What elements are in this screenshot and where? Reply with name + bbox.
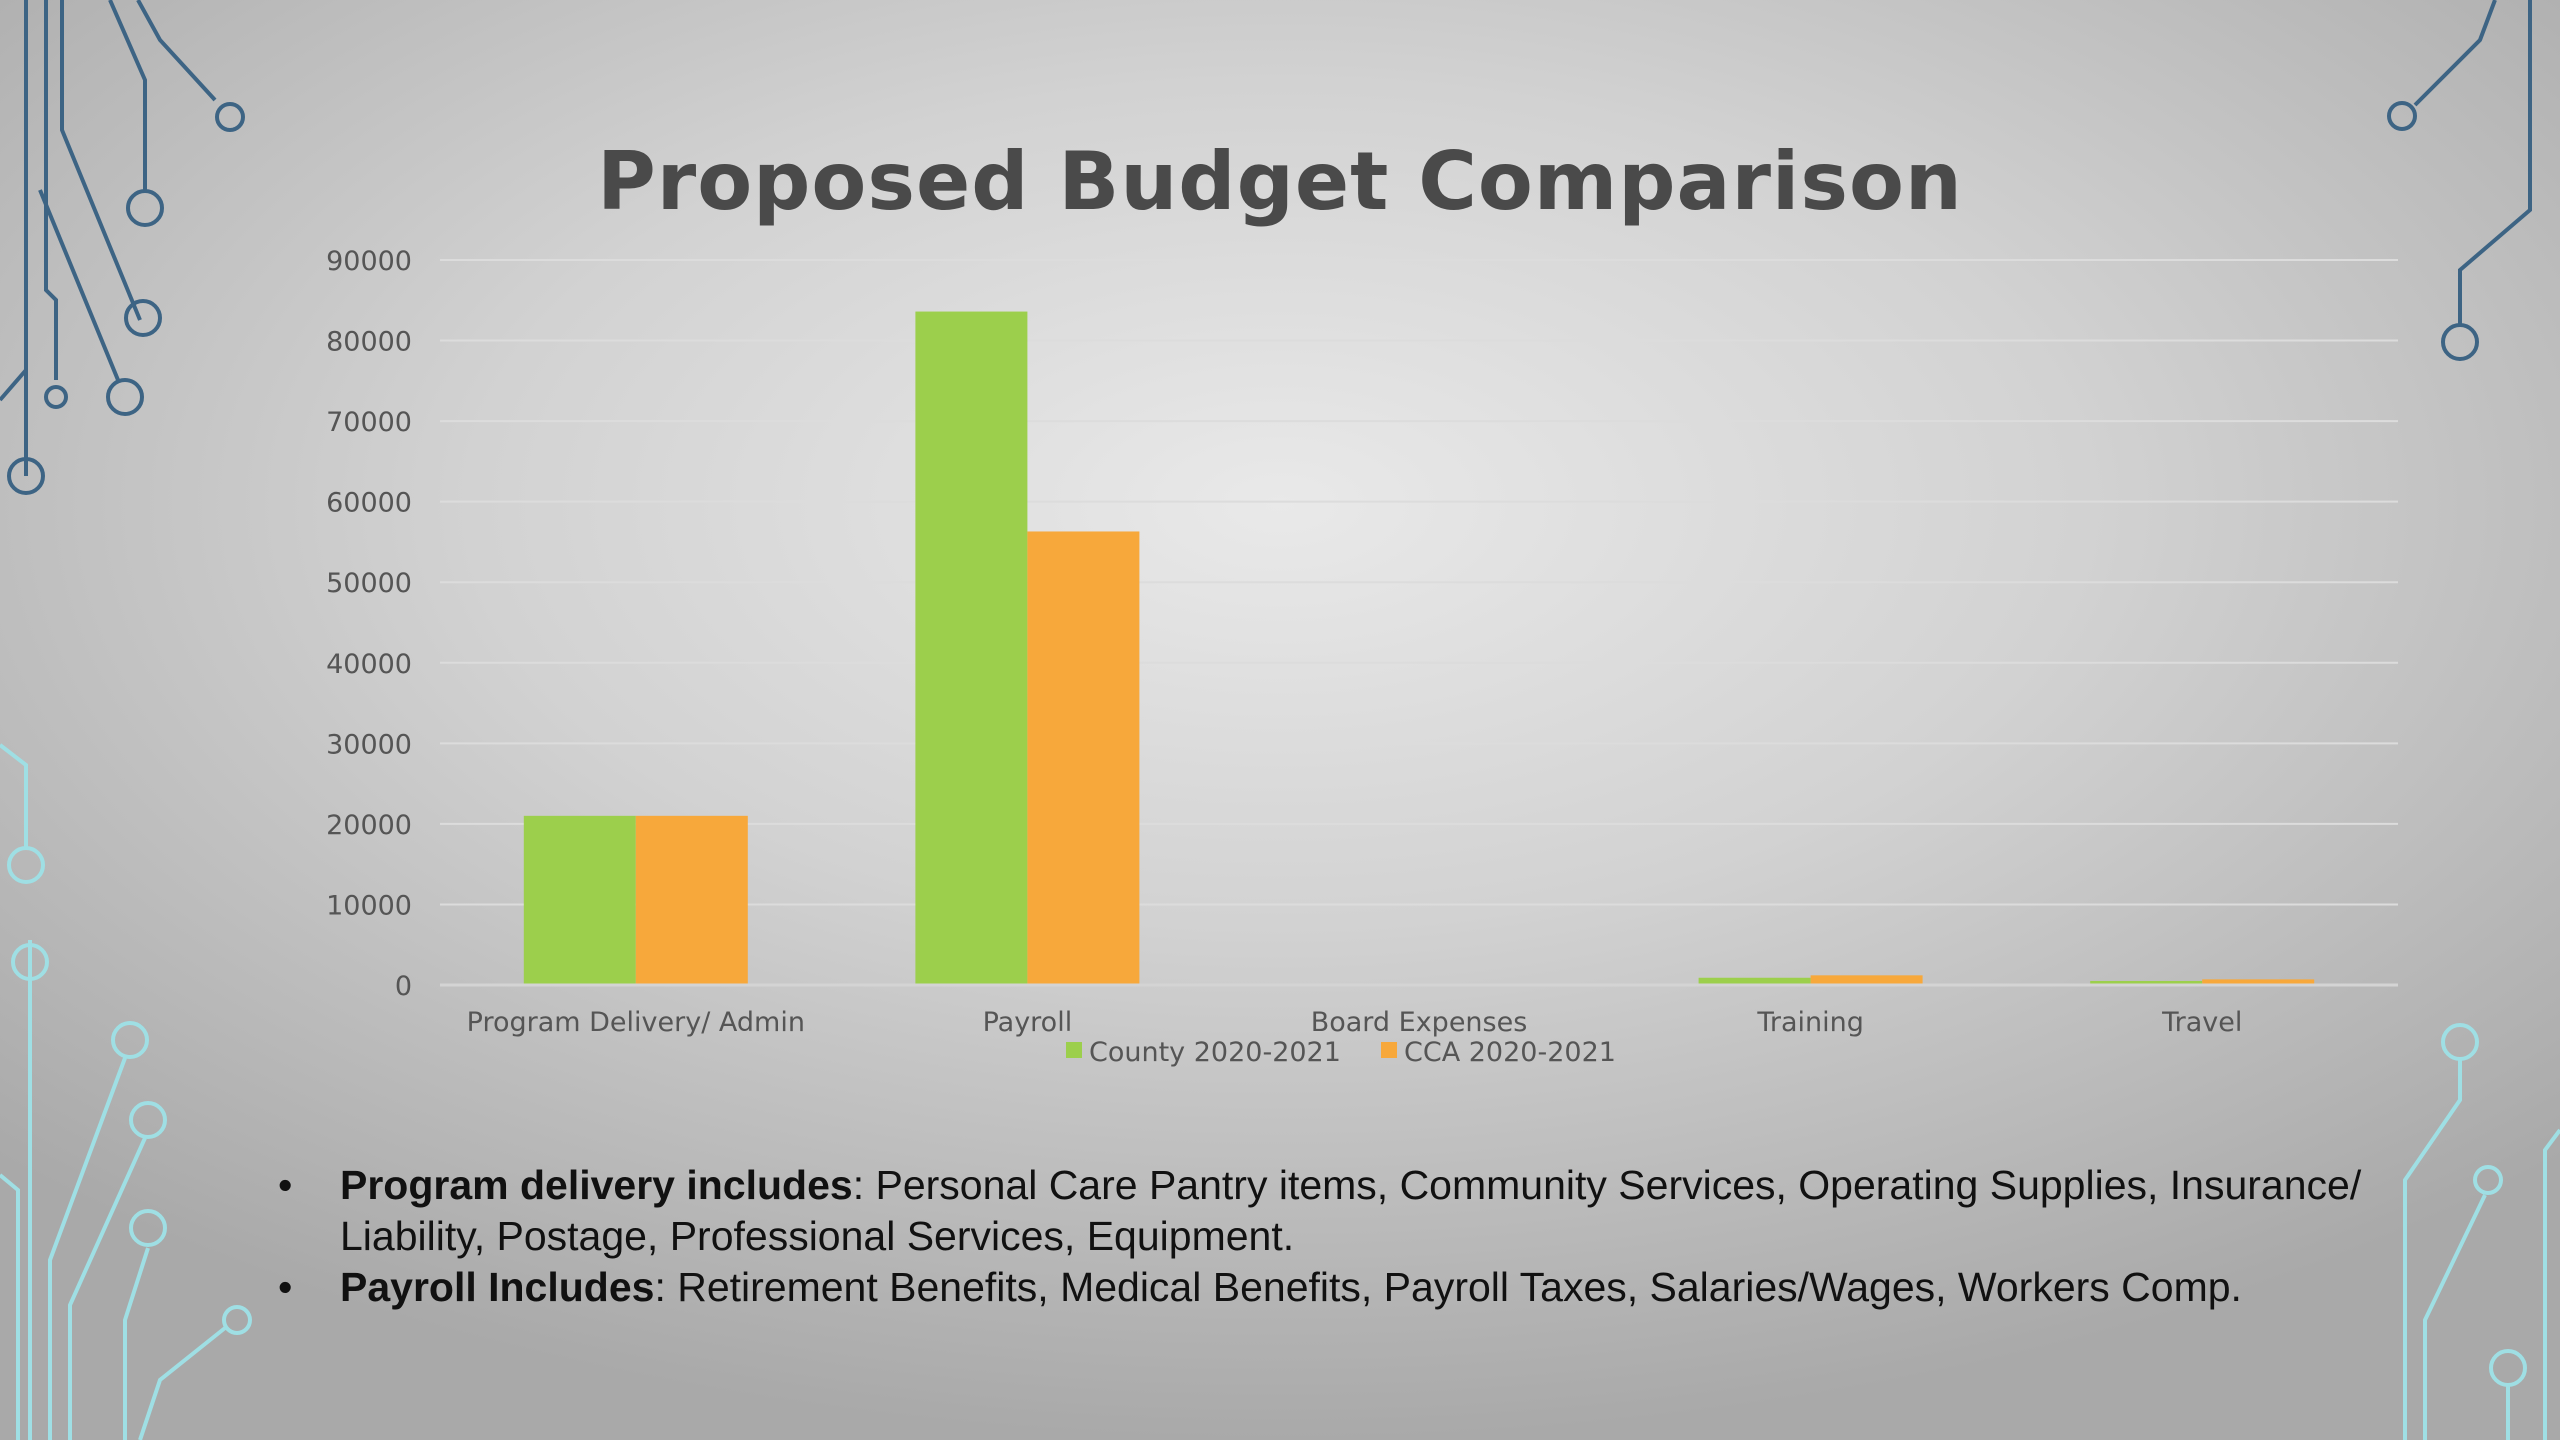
- bar-series-0-cat-0: [523, 815, 636, 985]
- y-tick-label: 90000: [326, 246, 412, 277]
- y-tick-label: 80000: [326, 327, 412, 358]
- note-text: : Retirement Benefits, Medical Benefits,…: [654, 1264, 2242, 1310]
- y-tick-label: 20000: [326, 810, 412, 841]
- legend-entry: County 2020-2021: [1089, 1037, 1341, 1068]
- legend-swatch: [1066, 1042, 1082, 1058]
- y-tick-label: 50000: [326, 568, 412, 599]
- bar-series-0-cat-4: [2090, 980, 2203, 985]
- y-tick-label: 40000: [326, 649, 412, 680]
- note-heading: Program delivery includes: [340, 1162, 853, 1208]
- x-tick-label: Travel: [2161, 1007, 2242, 1038]
- x-tick-label: Program Delivery/ Admin: [467, 1007, 805, 1038]
- x-tick-label: Training: [1756, 1007, 1864, 1038]
- x-tick-label: Board Expenses: [1311, 1007, 1528, 1038]
- note-payroll: • Payroll Includes: Retirement Benefits,…: [272, 1262, 2452, 1313]
- note-text: : Personal Care Pantry items, Community …: [340, 1162, 2362, 1259]
- bar-series-0-cat-3: [1698, 977, 1811, 985]
- y-tick-label: 60000: [326, 488, 412, 519]
- note-heading: Payroll Includes: [340, 1264, 655, 1310]
- chart-title: Proposed Budget Comparison: [597, 135, 1963, 228]
- bars: [523, 311, 2315, 985]
- bar-series-1-cat-1: [1027, 531, 1140, 985]
- legend-entry: CCA 2020-2021: [1404, 1037, 1616, 1068]
- notes-list: • Program delivery includes: Personal Ca…: [272, 1160, 2452, 1313]
- legend-swatch: [1381, 1042, 1397, 1058]
- bar-series-1-cat-0: [635, 815, 748, 985]
- legend: County 2020-2021 CCA 2020-2021: [1066, 1037, 1616, 1068]
- x-tick-label: Payroll: [983, 1007, 1073, 1038]
- y-tick-label: 30000: [326, 729, 412, 760]
- bar-chart: 0 10000 20000 30000 40000 50000 60000 70000 8000…: [326, 246, 2398, 1068]
- note-program-delivery: • Program delivery includes: Personal Ca…: [272, 1160, 2452, 1262]
- bar-series-1-cat-3: [1810, 975, 1923, 985]
- bullet-icon: •: [278, 1264, 293, 1310]
- y-tick-label: 70000: [326, 407, 412, 438]
- y-tick-label: 0: [395, 971, 412, 1002]
- bullet-icon: •: [278, 1162, 293, 1208]
- bar-series-0-cat-1: [915, 311, 1028, 985]
- bar-series-1-cat-4: [2202, 979, 2315, 985]
- category-labels: Program Delivery/ Admin Payroll Board Expe…: [467, 1007, 2243, 1038]
- y-axis-ticks: 0 10000 20000 30000 40000 50000 60000 70000 8000…: [326, 246, 412, 1002]
- y-tick-label: 10000: [326, 890, 412, 921]
- grid-lines: [440, 259, 2398, 906]
